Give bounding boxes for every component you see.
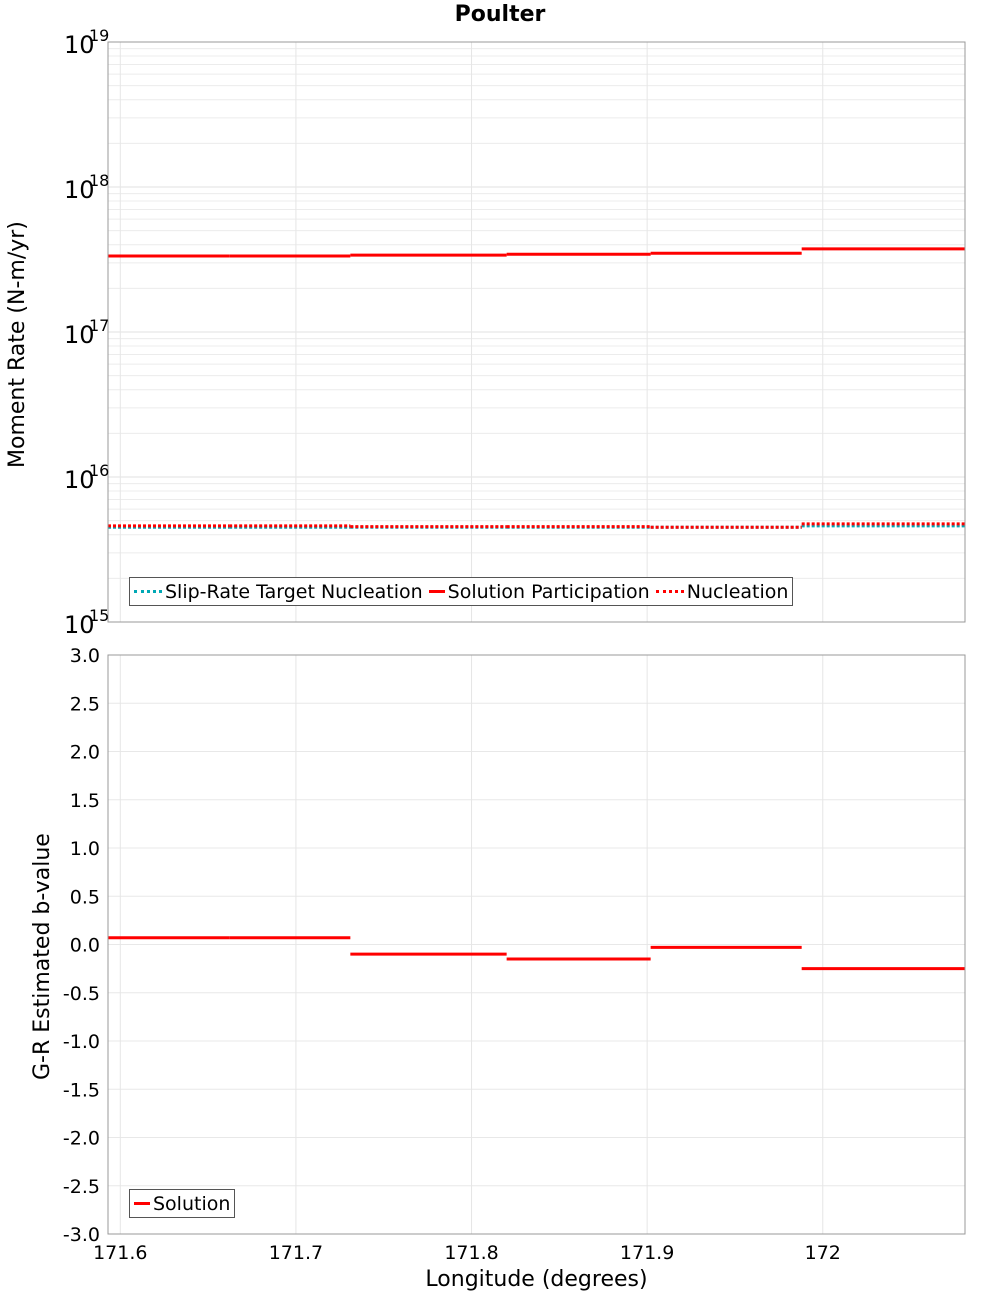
- y-tick-exponent: 19: [89, 26, 109, 45]
- bottom-plot-border: [107, 654, 966, 1235]
- bottom-legend: Solution: [129, 1189, 236, 1218]
- y-tick-label: -1.0: [63, 1031, 100, 1053]
- legend-label: Solution Participation: [447, 580, 650, 603]
- x-tick-label: 171.7: [269, 1242, 323, 1264]
- y-tick-label: 10: [64, 176, 95, 204]
- legend-item-nucleation: Nucleation: [655, 580, 789, 603]
- y-tick-label: 0.0: [70, 935, 100, 957]
- y-tick-exponent: 15: [89, 606, 109, 625]
- y-tick-label: 10: [64, 466, 95, 494]
- legend-label: Slip-Rate Target Nucleation: [165, 580, 423, 603]
- y-tick-label: 0.5: [70, 886, 100, 908]
- chart-title: Poulter: [454, 2, 546, 27]
- x-axis-label: Longitude (degrees): [425, 1267, 648, 1292]
- legend-label: Nucleation: [686, 580, 789, 603]
- x-tick-label: 172: [805, 1242, 841, 1264]
- y-tick-exponent: 16: [89, 461, 109, 480]
- bottom-plot-area: [107, 654, 966, 1235]
- y-tick-label: 1.5: [70, 790, 100, 812]
- y-tick-label: 2.5: [70, 693, 100, 715]
- solid-red-line-icon: [134, 1202, 150, 1205]
- legend-item-solution: Solution: [134, 1193, 230, 1215]
- top-plot-border: [107, 41, 966, 623]
- y-tick-label: 1.0: [70, 838, 100, 860]
- x-tick-label: 171.8: [444, 1242, 498, 1264]
- x-tick-label: 171.9: [620, 1242, 674, 1264]
- y-tick-label: -1.5: [63, 1079, 100, 1101]
- top-legend: Slip-Rate Target Nucleation Solution Par…: [129, 577, 794, 606]
- legend-label: Solution: [153, 1192, 231, 1215]
- dotted-cyan-line-icon: [134, 590, 162, 593]
- y-tick-exponent: 17: [89, 316, 109, 335]
- top-plot-area: [107, 41, 966, 623]
- y-tick-label: -3.0: [63, 1224, 100, 1246]
- bottom-y-axis-label: G-R Estimated b-value: [30, 833, 55, 1080]
- y-tick-label: 10: [64, 31, 95, 59]
- y-tick-label: -2.0: [63, 1128, 100, 1150]
- top-y-axis-label: Moment Rate (N-m/yr): [5, 221, 30, 468]
- y-tick-label: -2.5: [63, 1176, 100, 1198]
- legend-item-solution-participation: Solution Participation: [428, 580, 650, 603]
- x-tick-label: 171.6: [93, 1242, 147, 1264]
- y-tick-label: 10: [64, 611, 95, 639]
- solid-red-line-icon: [428, 590, 445, 593]
- y-tick-label: -0.5: [63, 983, 100, 1005]
- legend-item-target-nucleation: Slip-Rate Target Nucleation: [134, 581, 423, 603]
- y-tick-exponent: 18: [89, 171, 109, 190]
- dotted-red-line-icon: [655, 590, 684, 593]
- y-tick-label: 3.0: [70, 645, 100, 667]
- y-tick-label: 10: [64, 321, 95, 349]
- y-tick-label: 2.0: [70, 742, 100, 764]
